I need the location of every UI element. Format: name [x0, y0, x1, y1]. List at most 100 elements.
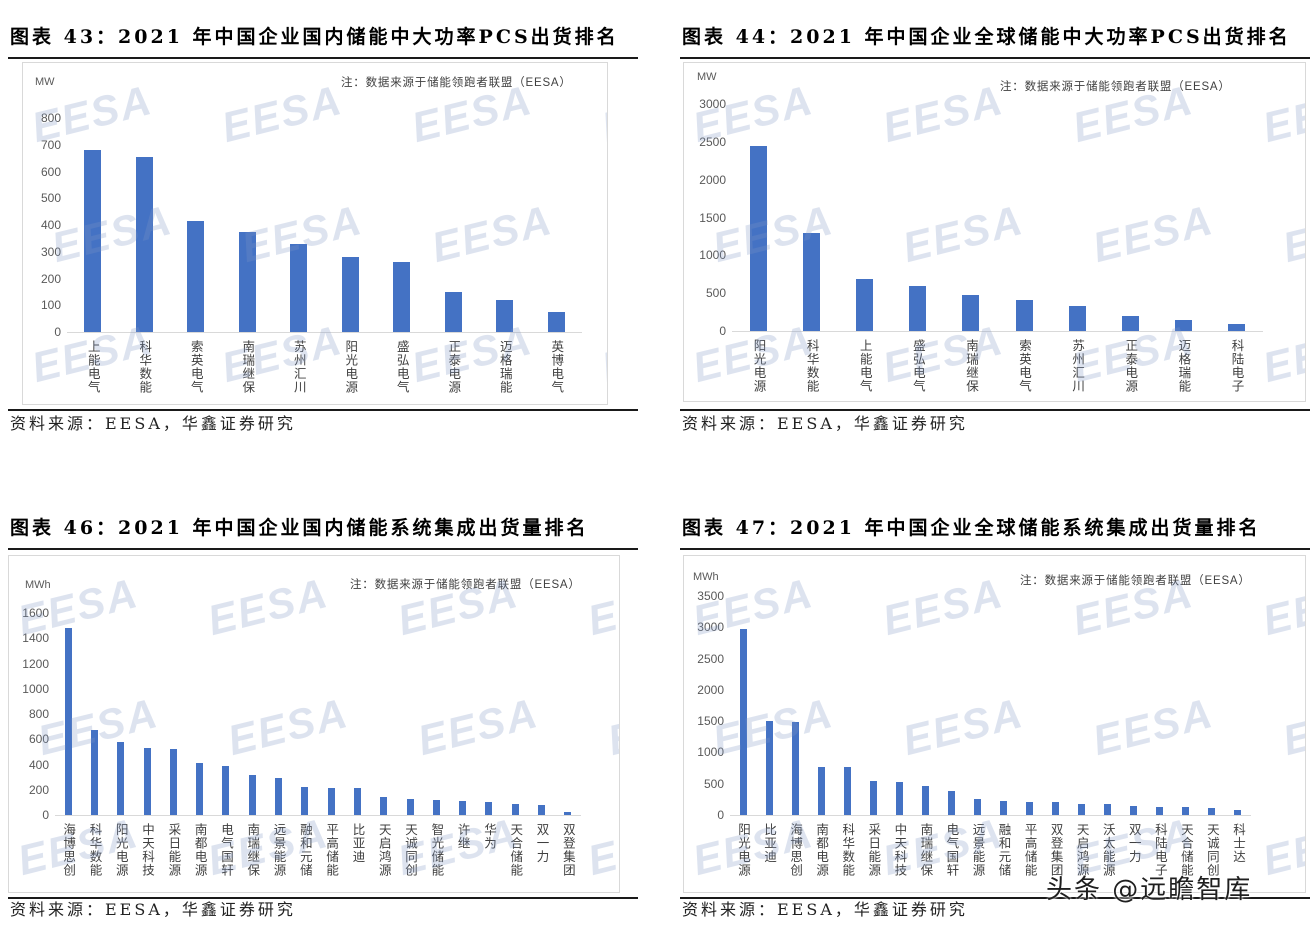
x-tick-label: 科士达	[1230, 823, 1245, 864]
x-tick-label: 比亚迪	[350, 823, 365, 864]
plot-area: 0 500 1000 1500 2000 2500 3000 3500 阳光电源 比亚迪 海博思创南…	[697, 589, 1251, 877]
bar	[739, 628, 747, 815]
bar	[1078, 803, 1086, 815]
y-tick-label: 100	[40, 298, 61, 313]
bar	[169, 749, 177, 815]
y-tick-label: 800	[28, 707, 49, 721]
x-tick-label: 南都电源	[192, 823, 207, 877]
bar	[1026, 801, 1034, 815]
bar	[117, 742, 125, 815]
bar	[196, 762, 204, 815]
eesa-watermark: EESA	[597, 315, 608, 392]
x-tick-label: 阳光电源	[751, 339, 766, 393]
y-tick-label: 1500	[697, 714, 724, 729]
y-tick-label: 3000	[699, 97, 726, 111]
bar	[909, 286, 927, 331]
source-text: 资料来源：EESA，华鑫证券研究	[10, 414, 296, 433]
x-tick-label: 融和元储	[297, 823, 312, 877]
x-tick-label: 天合储能	[1178, 823, 1193, 877]
y-tick-label: 2000	[697, 682, 724, 697]
x-tick-label: 采日能源	[866, 823, 881, 877]
x-tick-label: 远景能源	[271, 823, 286, 877]
y-tick-label: 2500	[699, 134, 726, 149]
x-tick-label: 索英电气	[1017, 339, 1032, 393]
bar	[895, 782, 903, 815]
title-rule	[8, 57, 638, 59]
x-tick-label: 天合储能	[508, 823, 523, 877]
y-tick-label: 1600	[22, 606, 49, 620]
x-tick-label: 电气国轩	[218, 823, 233, 877]
x-tick-label: 南瑞继保	[918, 823, 933, 877]
x-tick-label: 天启鸿源	[376, 823, 391, 877]
bar	[511, 803, 519, 815]
bar	[496, 299, 514, 332]
bar	[187, 220, 205, 332]
y-axis-unit: MWh	[25, 579, 51, 591]
x-tick-label: 南都电源	[814, 823, 829, 877]
bar	[135, 156, 153, 332]
bar	[248, 775, 256, 815]
bar	[1068, 306, 1086, 331]
bar	[1208, 807, 1216, 815]
x-tick-label: 南瑞继保	[963, 339, 978, 393]
bar	[327, 787, 335, 815]
bar	[947, 790, 955, 815]
x-tick-label: 上能电气	[857, 339, 872, 393]
y-tick-label: 0	[717, 808, 724, 822]
x-tick-label: 比亚迪	[762, 823, 777, 864]
bar	[64, 628, 72, 815]
x-tick-label: 科陆电子	[1229, 339, 1244, 393]
bar	[459, 801, 467, 815]
x-tick-label: 融和元储	[996, 823, 1011, 877]
x-tick-label: 盛弘电气	[910, 339, 925, 393]
source-rule	[680, 409, 1310, 411]
eesa-watermark: EESA	[597, 75, 608, 152]
y-tick-label: 0	[54, 325, 61, 339]
x-axis-line	[67, 332, 582, 333]
x-tick-label: 英博电气	[549, 340, 564, 394]
bar	[432, 799, 440, 815]
bar	[1015, 299, 1033, 331]
y-tick-label: 0	[719, 324, 726, 338]
x-tick-label: 中天科技	[892, 823, 907, 877]
bar	[1174, 320, 1192, 331]
x-tick-label: 沃太能源	[1100, 823, 1115, 877]
x-axis-line	[730, 815, 1251, 816]
chart-note: 注：数据来源于储能领跑者联盟（EESA）	[341, 77, 572, 89]
bar	[485, 802, 493, 815]
x-tick-label: 科华数能	[804, 339, 819, 393]
x-tick-label: 海博思创	[61, 823, 76, 877]
bar	[564, 811, 572, 815]
bar	[301, 787, 309, 815]
bar	[547, 311, 565, 332]
bar	[856, 278, 874, 331]
bar	[341, 257, 359, 332]
bar	[1156, 806, 1164, 815]
eesa-watermark: EESA	[603, 688, 620, 765]
y-tick-label: 500	[40, 191, 61, 206]
bar	[1234, 809, 1242, 815]
figure-47-panel: 图表 47：2021 年中国企业全球储能系统集成出货量排名 MWh 注：数据来源…	[680, 512, 1310, 930]
plot-area: 0 200 400 600 800 1000 1200 1400 1600 海博思创 科华数能 阳光电…	[22, 606, 581, 877]
x-tick-label: 南瑞继保	[245, 823, 260, 877]
x-tick-label: 双登集团	[560, 823, 575, 877]
eesa-watermark: EESA	[1258, 315, 1306, 392]
x-tick-label: 上能电气	[85, 340, 100, 394]
y-tick-label: 1500	[699, 210, 726, 225]
bar	[238, 231, 256, 332]
x-tick-label: 许继	[455, 823, 470, 850]
x-tick-label: 正泰电源	[1123, 339, 1138, 393]
y-tick-label: 700	[40, 137, 61, 152]
x-tick-label: 中天科技	[140, 823, 155, 877]
chart-note: 注：数据来源于储能领跑者联盟（EESA）	[1000, 81, 1231, 93]
y-axis-unit: MW	[697, 71, 717, 83]
x-tick-label: 苏州汇川	[291, 340, 306, 394]
x-tick-label: 南瑞继保	[240, 340, 255, 394]
x-tick-label: 阳光电源	[343, 340, 358, 394]
platform-watermark: 头条 @远瞻智库	[1046, 875, 1253, 905]
y-axis-unit: MWh	[693, 571, 719, 583]
bar	[380, 796, 388, 815]
x-tick-label: 科华数能	[840, 823, 855, 877]
x-tick-label: 科华数能	[87, 823, 102, 877]
figure-44-panel: 图表 44：2021 年中国企业全球储能中大功率PCS出货排名 MW 注：数据来…	[680, 20, 1310, 438]
